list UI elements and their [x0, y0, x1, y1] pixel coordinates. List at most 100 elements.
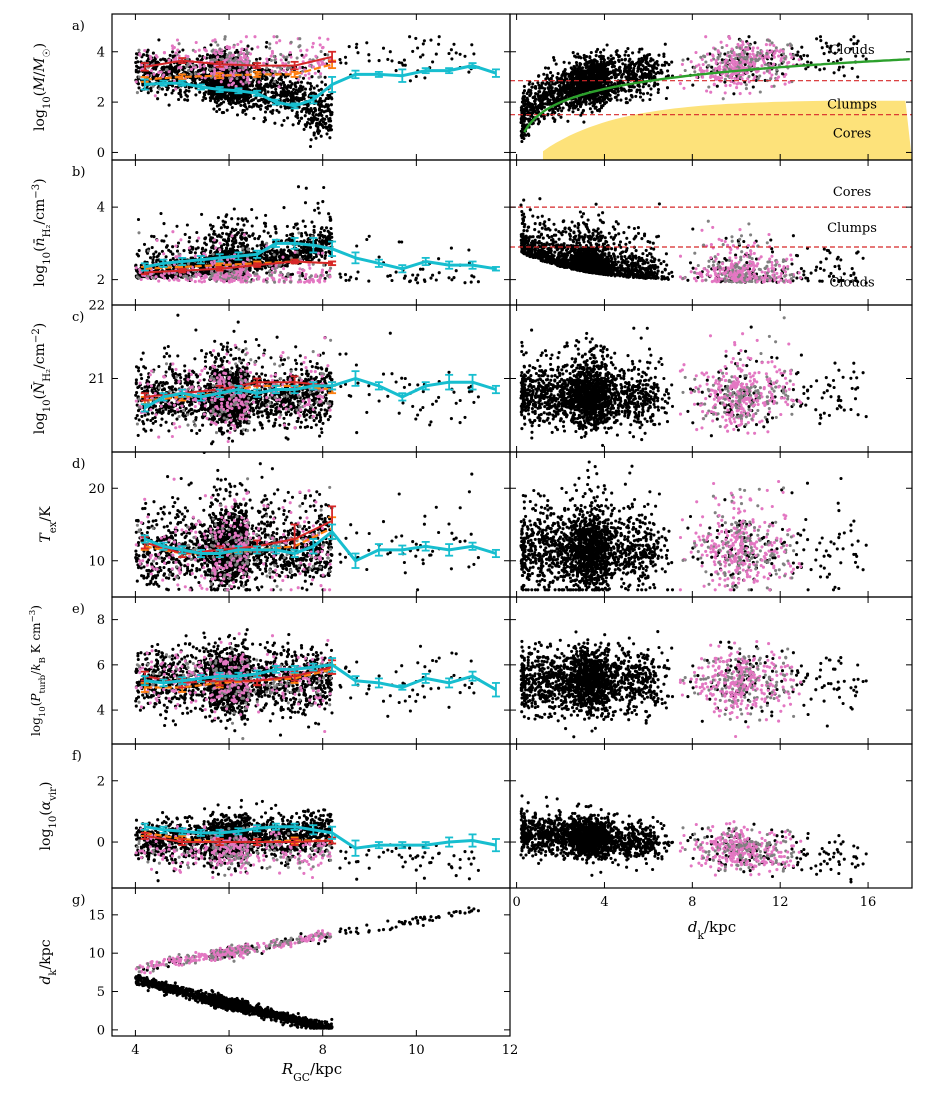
scatter-point — [271, 108, 275, 112]
scatter-point — [714, 61, 718, 65]
scatter-point — [635, 88, 639, 92]
scatter-point — [205, 53, 210, 57]
scatter-point — [770, 73, 774, 77]
scatter-point — [249, 69, 253, 74]
scatter-point — [522, 110, 526, 114]
scatter-point — [253, 35, 257, 39]
scatter-point — [266, 104, 270, 108]
scatter-point — [575, 75, 579, 79]
scatter-point — [320, 80, 324, 84]
scatter-point — [212, 107, 216, 111]
scatter-point — [670, 60, 674, 64]
scatter-point — [769, 77, 773, 81]
scatter-point — [273, 121, 277, 125]
scatter-point — [663, 63, 667, 67]
scatter-point — [322, 110, 326, 114]
scatter-point — [167, 70, 171, 74]
scatter-point — [284, 58, 288, 62]
scatter-point — [705, 52, 710, 56]
scatter-point — [279, 82, 283, 87]
scatter-point — [800, 45, 804, 49]
scatter-point — [302, 97, 306, 101]
scatter-point — [329, 96, 333, 100]
scatter-point — [323, 52, 327, 57]
scatter-point — [730, 76, 734, 80]
scatter-point — [168, 53, 172, 57]
scatter-point — [693, 70, 697, 74]
scatter-point — [265, 82, 269, 86]
scatter-point — [536, 122, 540, 126]
scatter-point — [610, 75, 614, 79]
scatter-point — [715, 84, 719, 88]
scatter-point — [437, 42, 441, 46]
scatter-point — [604, 100, 609, 104]
scatter-point — [275, 41, 279, 45]
scatter-point — [527, 82, 531, 86]
scatter-point — [279, 105, 283, 109]
scatter-point — [215, 97, 219, 101]
scatter-point — [167, 58, 171, 62]
scatter-point — [431, 60, 435, 64]
scatter-point — [618, 68, 622, 73]
scatter-point — [657, 53, 661, 57]
scatter-point — [265, 57, 269, 61]
scatter-point — [788, 52, 793, 56]
scatter-point — [151, 51, 155, 55]
scatter-point — [564, 72, 568, 76]
scatter-point — [320, 113, 324, 118]
scatter-point — [855, 41, 859, 46]
scatter-point — [598, 101, 602, 105]
scatter-point — [183, 98, 187, 102]
scatter-point — [555, 76, 559, 80]
scatter-point — [222, 100, 226, 104]
scatter-point — [739, 64, 743, 68]
scatter-point — [308, 81, 312, 86]
scatter-point — [367, 59, 371, 63]
scatter-point — [543, 94, 547, 98]
scatter-point — [592, 86, 596, 90]
scatter-point — [292, 87, 296, 91]
scatter-point — [729, 73, 733, 77]
scatter-point — [736, 42, 740, 46]
left-scatter-b — [134, 185, 480, 285]
scatter-point — [591, 65, 595, 69]
scatter-point — [626, 78, 630, 82]
scatter-point — [223, 49, 227, 53]
scatter-point — [662, 54, 666, 58]
scatter-point — [539, 114, 544, 118]
scatter-point — [558, 91, 562, 95]
scatter-point — [185, 65, 189, 69]
scatter-point — [309, 92, 313, 96]
scatter-point — [582, 86, 586, 90]
scatter-point — [531, 108, 535, 112]
scatter-point — [171, 55, 175, 59]
scatter-point — [309, 84, 313, 88]
scatter-point — [256, 99, 260, 103]
scatter-point — [854, 54, 858, 58]
scatter-point — [273, 70, 277, 74]
scatter-point — [770, 49, 774, 53]
scatter-point — [414, 36, 418, 40]
scatter-point — [185, 94, 189, 98]
scatter-point — [297, 87, 301, 91]
scatter-point — [620, 87, 624, 91]
scatter-point — [637, 50, 641, 54]
scatter-point — [289, 94, 293, 98]
scatter-point — [326, 128, 331, 132]
scatter-point — [725, 43, 729, 48]
scatter-point — [240, 47, 244, 51]
scatter-point — [232, 45, 236, 49]
scatter-point — [156, 90, 160, 94]
scatter-point — [619, 98, 623, 102]
scatter-point — [818, 35, 823, 39]
scatter-point — [317, 88, 321, 92]
scatter-point — [279, 75, 283, 79]
scatter-point — [135, 64, 139, 68]
scatter-point — [545, 73, 549, 77]
scatter-point — [273, 94, 277, 98]
scatter-point — [298, 44, 302, 48]
scatter-point — [422, 39, 426, 43]
scatter-point — [311, 112, 315, 117]
scatter-point — [597, 54, 602, 59]
scatter-point — [525, 105, 529, 109]
